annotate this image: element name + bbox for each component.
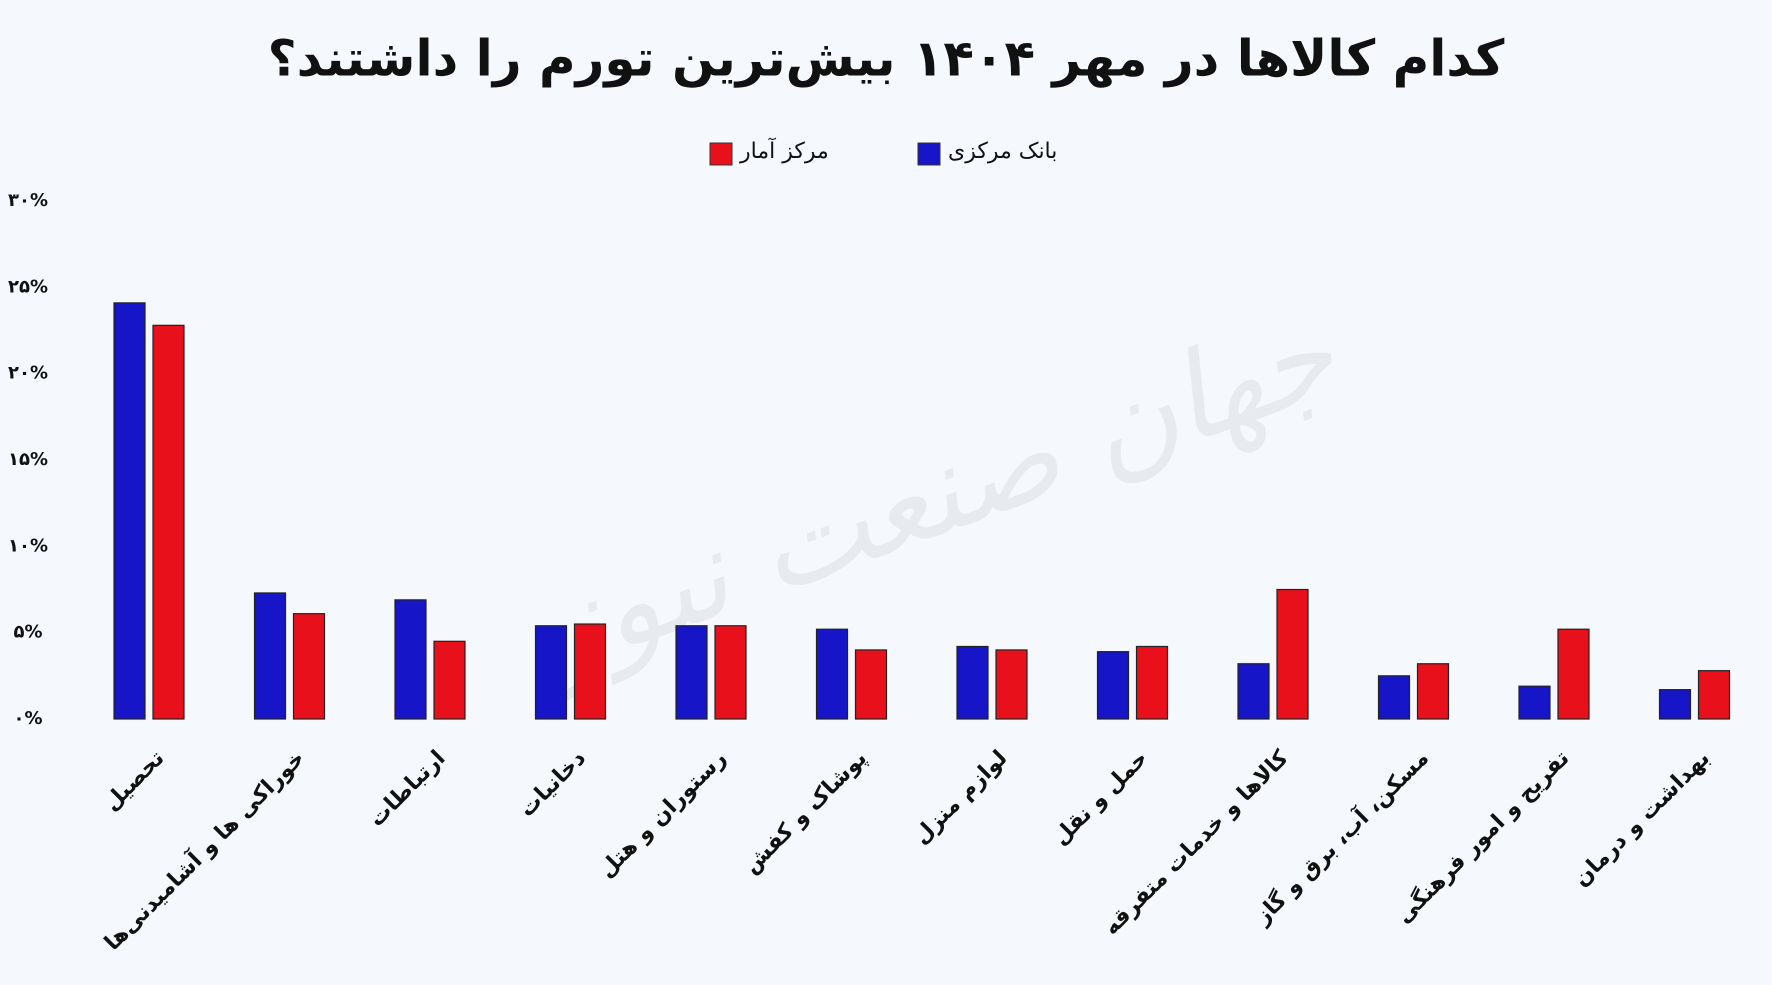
legend-swatch xyxy=(709,142,733,166)
y-tick-label: ۲۵% xyxy=(8,276,48,297)
y-tick-label: ۲۰% xyxy=(8,363,48,384)
bar xyxy=(854,649,888,720)
y-tick-label: ۰% xyxy=(13,708,42,729)
y-tick-label: ۱۰% xyxy=(8,535,48,556)
bar xyxy=(292,613,326,720)
legend-swatch xyxy=(917,142,941,166)
y-tick-label: ۱۵% xyxy=(8,449,48,470)
bar xyxy=(1096,651,1130,720)
bar xyxy=(956,645,989,720)
bar xyxy=(152,324,185,720)
bar xyxy=(675,625,708,720)
bar xyxy=(573,623,607,720)
bar xyxy=(1697,670,1731,720)
bar xyxy=(1377,675,1411,720)
bar xyxy=(1518,685,1551,720)
bar xyxy=(1237,663,1270,720)
bar xyxy=(253,592,287,720)
bar xyxy=(815,628,849,720)
bar xyxy=(1557,628,1590,720)
y-tick-label: ۳۰% xyxy=(8,190,48,211)
bar xyxy=(1135,645,1169,720)
bar xyxy=(433,640,466,720)
y-tick-label: ۵% xyxy=(13,622,42,643)
bar xyxy=(394,599,427,720)
bar xyxy=(1276,588,1309,720)
bar xyxy=(714,625,747,720)
bar xyxy=(113,302,146,720)
chart-title: کدام کالاها در مهر ۱۴۰۴ بیش‌ترین تورم را… xyxy=(268,30,1506,89)
bar xyxy=(995,649,1028,720)
legend-label: بانک مرکزی xyxy=(948,139,1057,164)
legend-label: مرکز آمار xyxy=(739,137,829,164)
bar xyxy=(1416,663,1450,720)
bar xyxy=(534,625,568,720)
bar xyxy=(1658,689,1692,720)
